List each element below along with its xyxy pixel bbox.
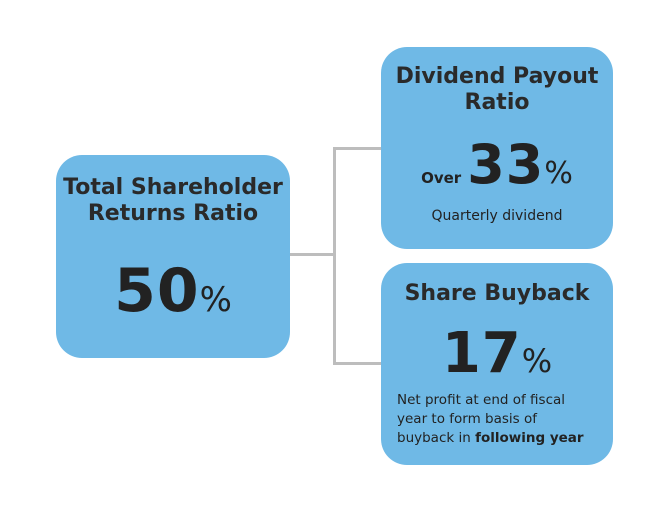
share-buyback-value-row: 17% <box>381 321 613 400</box>
share-buyback-box: Share Buyback 17% Net profit at end of f… <box>381 263 613 465</box>
share-buyback-note-line3: buyback in following year <box>397 429 605 448</box>
connector-to-buyback <box>333 362 381 365</box>
share-buyback-title: Share Buyback <box>404 281 590 306</box>
total-returns-value: 50 <box>114 256 200 326</box>
share-buyback-note: Net profit at end of fiscal year to form… <box>397 391 605 448</box>
share-buyback-note-line3-prefix: buyback in <box>397 430 476 446</box>
share-buyback-value: 17 <box>441 321 522 386</box>
connector-vertical <box>333 147 336 365</box>
share-buyback-note-line2: year to form basis of <box>397 411 537 427</box>
total-returns-value-row: 50% <box>56 250 290 347</box>
total-returns-title-line1: Total Shareholder <box>63 175 283 200</box>
total-returns-title: Total Shareholder Returns Ratio <box>56 175 290 228</box>
connector-horizontal-main <box>290 253 335 256</box>
dividend-payout-value: 33 <box>467 133 545 196</box>
total-returns-unit: % <box>199 280 232 320</box>
share-buyback-unit: % <box>521 342 553 380</box>
connector-to-dividend <box>333 147 381 150</box>
dividend-payout-value-row: Over 33% <box>381 133 613 210</box>
dividend-payout-title-line1: Dividend Payout <box>395 64 599 89</box>
share-buyback-note-line1: Net profit at end of fiscal <box>397 392 566 408</box>
dividend-payout-unit: % <box>544 156 573 191</box>
dividend-payout-prefix: Over <box>421 169 462 187</box>
dividend-payout-title-line2: Ratio <box>464 90 530 116</box>
dividend-payout-note: Quarterly dividend <box>431 208 563 224</box>
total-returns-box: Total Shareholder Returns Ratio 50% <box>56 155 290 358</box>
dividend-payout-title: Dividend Payout Ratio <box>381 64 613 117</box>
share-buyback-note-line3-bold: following year <box>475 430 584 446</box>
total-returns-title-line2: Returns Ratio <box>87 201 259 227</box>
dividend-payout-box: Dividend Payout Ratio Over 33% Quarterly … <box>381 47 613 249</box>
